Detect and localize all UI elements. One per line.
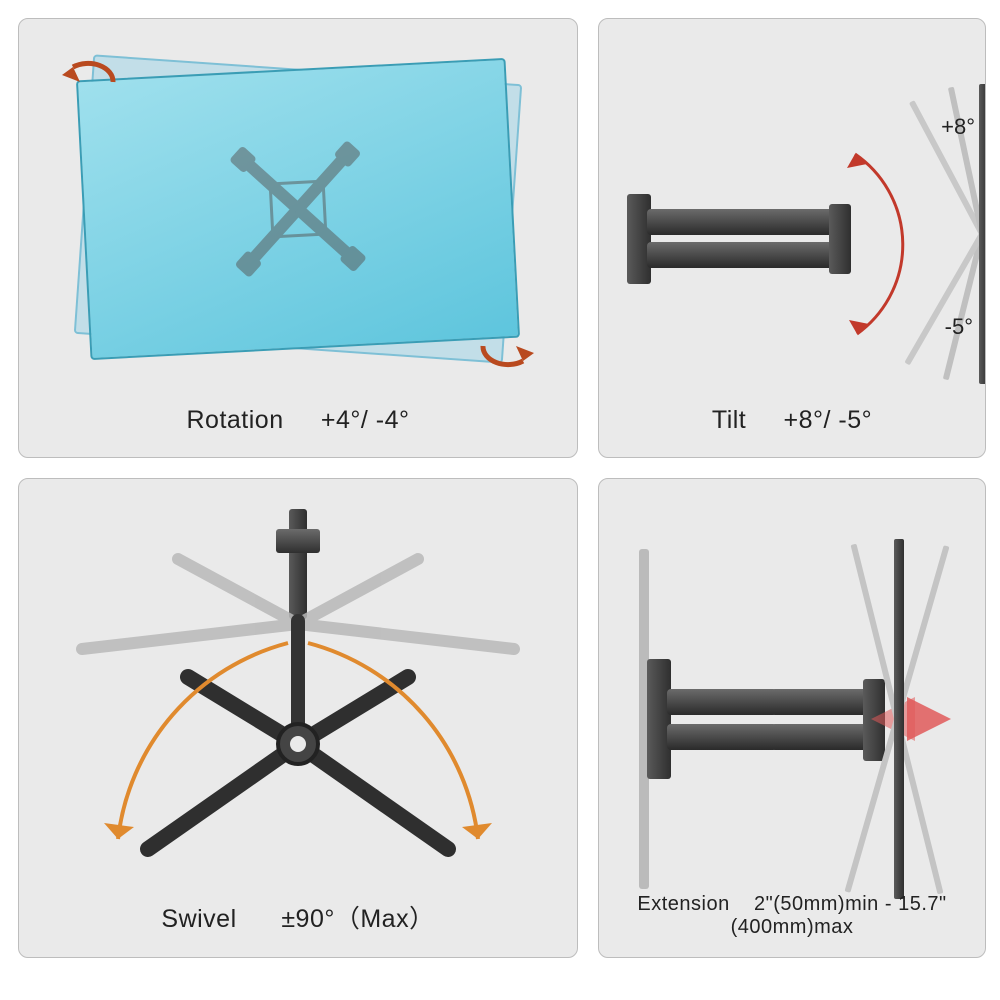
- rotation-illustration: [83, 69, 513, 359]
- swivel-caption: Swivel ±90°（Max）: [19, 899, 577, 935]
- extension-value: 2"(50mm)min - 15.7"(400mm)max: [731, 893, 947, 938]
- vesa-plate-icon: [203, 114, 392, 303]
- rotate-ccw-arrow-icon: [58, 47, 128, 97]
- rotate-cw-arrow-icon: [468, 331, 538, 381]
- rotation-caption: Rotation +4°/ -4°: [19, 406, 577, 435]
- tilt-value: +8°/ -5°: [784, 406, 873, 434]
- extension-illustration: [639, 529, 959, 909]
- rotation-value: +4°/ -4°: [321, 406, 410, 434]
- tilt-up-label: +8°: [941, 114, 975, 140]
- swivel-illustration: [38, 509, 558, 889]
- swivel-label: Swivel: [161, 905, 236, 933]
- swivel-value: ±90°（Max）: [281, 905, 434, 933]
- tilt-down-label: -5°: [945, 314, 973, 340]
- swivel-arc-icon: [38, 509, 558, 889]
- rotation-label: Rotation: [187, 406, 284, 434]
- tilt-illustration: +8° -5°: [619, 74, 969, 394]
- extension-panel: Extension 2"(50mm)min - 15.7"(400mm)max: [598, 478, 986, 958]
- rotation-panel: Rotation +4°/ -4°: [18, 18, 578, 458]
- extension-label: Extension: [637, 893, 729, 915]
- extension-caption: Extension 2"(50mm)min - 15.7"(400mm)max: [599, 893, 985, 939]
- tilt-caption: Tilt +8°/ -5°: [599, 406, 985, 435]
- tilt-arc-icon: [835, 144, 935, 344]
- tilt-panel: +8° -5° Tilt +8°/ -5°: [598, 18, 986, 458]
- tilt-label: Tilt: [712, 406, 746, 434]
- swivel-panel: Swivel ±90°（Max）: [18, 478, 578, 958]
- mount-arm-icon: [627, 184, 837, 294]
